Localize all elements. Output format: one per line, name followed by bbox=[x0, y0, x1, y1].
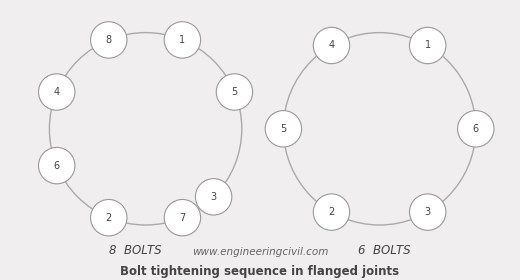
Text: 5: 5 bbox=[280, 124, 287, 134]
Text: www.engineeringcivil.com: www.engineeringcivil.com bbox=[192, 247, 328, 257]
Text: 6: 6 bbox=[473, 124, 479, 134]
Ellipse shape bbox=[38, 147, 75, 184]
Ellipse shape bbox=[90, 199, 127, 236]
Ellipse shape bbox=[216, 74, 253, 110]
Text: 8  BOLTS: 8 BOLTS bbox=[109, 244, 162, 257]
Text: Bolt tightening sequence in flanged joints: Bolt tightening sequence in flanged join… bbox=[121, 265, 399, 278]
Ellipse shape bbox=[313, 194, 350, 230]
Ellipse shape bbox=[196, 179, 232, 215]
Text: 6  BOLTS: 6 BOLTS bbox=[358, 244, 411, 257]
Text: 4: 4 bbox=[54, 87, 60, 97]
Text: 5: 5 bbox=[231, 87, 238, 97]
Text: 8: 8 bbox=[106, 35, 112, 45]
Text: 1: 1 bbox=[179, 35, 186, 45]
Text: 1: 1 bbox=[425, 41, 431, 50]
Text: 4: 4 bbox=[329, 41, 334, 50]
Ellipse shape bbox=[164, 22, 201, 58]
Text: 7: 7 bbox=[179, 213, 186, 223]
Ellipse shape bbox=[265, 111, 302, 147]
Text: 2: 2 bbox=[328, 207, 335, 217]
Ellipse shape bbox=[38, 74, 75, 110]
Text: 3: 3 bbox=[425, 207, 431, 217]
Text: 3: 3 bbox=[211, 192, 217, 202]
Ellipse shape bbox=[410, 194, 446, 230]
Text: 6: 6 bbox=[54, 161, 60, 171]
Ellipse shape bbox=[410, 27, 446, 64]
Ellipse shape bbox=[458, 111, 494, 147]
Text: 2: 2 bbox=[106, 213, 112, 223]
Ellipse shape bbox=[314, 27, 350, 64]
Ellipse shape bbox=[164, 199, 201, 236]
Ellipse shape bbox=[90, 22, 127, 58]
